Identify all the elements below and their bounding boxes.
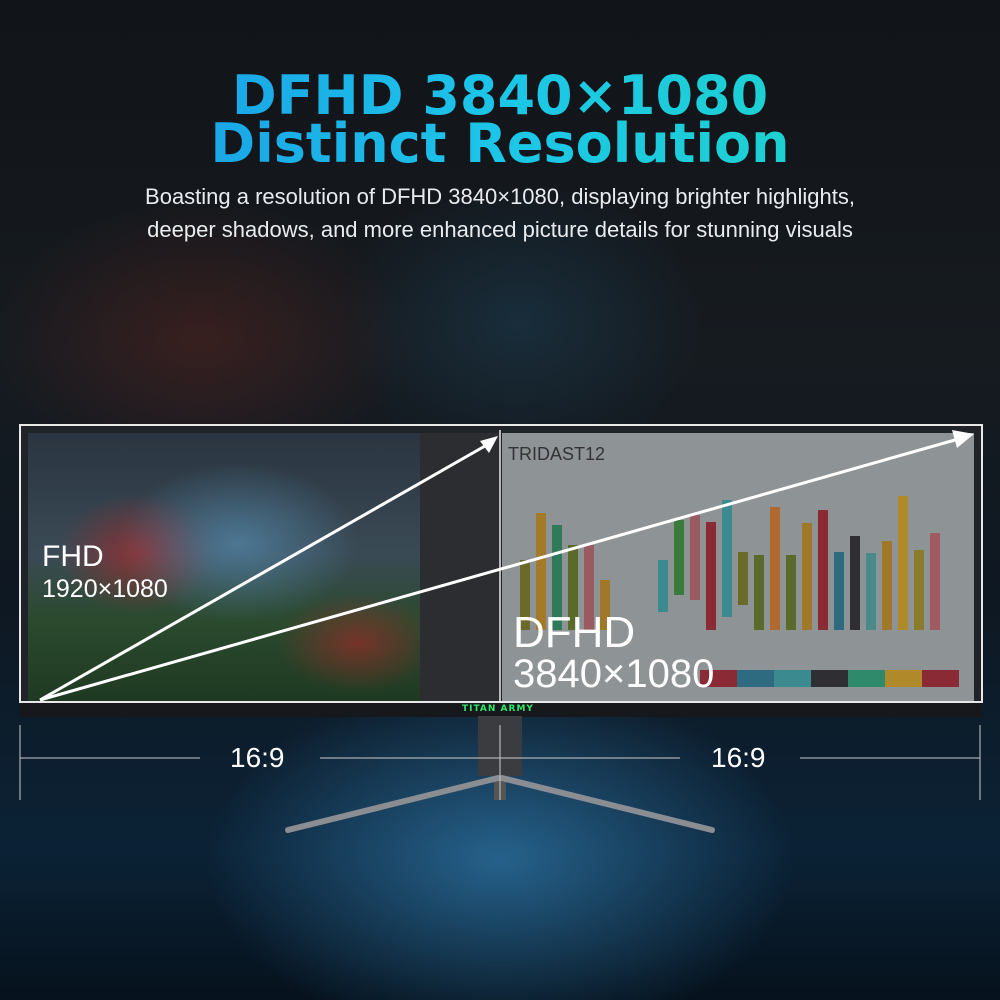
screen-bar (882, 541, 892, 630)
screen-title: TRIDAST12 (508, 444, 606, 464)
screen-bar (738, 552, 748, 605)
subtitle-line-2: deeper shadows, and more enhanced pictur… (147, 217, 853, 242)
screen-bar (754, 555, 764, 630)
monitor-bezel (20, 701, 982, 717)
dfhd-resolution: 3840×1080 (513, 652, 715, 696)
screen-legend-swatch (700, 670, 737, 687)
screen-bar (674, 520, 684, 595)
fhd-resolution: 1920×1080 (42, 575, 168, 603)
right-aspect-ratio: 16:9 (711, 742, 766, 773)
screen-legend-swatch (737, 670, 774, 687)
screen-bar (850, 536, 860, 630)
stand-leg (285, 775, 501, 833)
arrow-head-icon (480, 436, 498, 453)
subtitle-line-1: Boasting a resolution of DFHD 3840×1080,… (145, 184, 855, 209)
screen-bar (866, 553, 876, 630)
screen-bar (802, 523, 812, 630)
screen-outline (19, 424, 983, 703)
screen-bar (552, 525, 562, 630)
fhd-label: FHD (42, 540, 104, 573)
screen-bar (834, 552, 844, 630)
screen-bars (520, 496, 959, 687)
screen-bar (786, 555, 796, 630)
screen-bar (536, 513, 546, 630)
screen-bar (914, 550, 924, 630)
screen-bar (658, 560, 668, 612)
arrow-head-icon (952, 430, 974, 448)
screen-bar (706, 522, 716, 630)
screen-bar (690, 515, 700, 600)
screen-bar (898, 496, 908, 630)
screen-bar (584, 545, 594, 630)
dfhd-label: DFHD (513, 608, 636, 657)
screen-bar (520, 560, 530, 630)
screen-legend-swatch (885, 670, 922, 687)
left-aspect-ratio: 16:9 (230, 742, 285, 773)
stand-leg (499, 775, 715, 833)
screen-bar (568, 545, 578, 630)
headline-line-2: Distinct Resolution (0, 116, 1000, 172)
screen-bar (600, 580, 610, 630)
screen-legend-swatch (774, 670, 811, 687)
screen-bar (722, 500, 732, 617)
screen-bar (818, 510, 828, 630)
screen-legend-swatch (922, 670, 959, 687)
brand-logo: TITAN ARMY (462, 704, 534, 714)
fhd-diagonal-arrow (39, 440, 493, 702)
screen-legend-swatch (811, 670, 848, 687)
headline-line-1: DFHD 3840×1080 (0, 68, 1000, 124)
screen-bar (770, 507, 780, 630)
screen-legend-swatch (848, 670, 885, 687)
dfhd-diagonal-arrow (39, 436, 963, 702)
screen-bar (930, 533, 940, 630)
editor-side-panel (420, 433, 500, 701)
fhd-screen-area (28, 433, 500, 701)
